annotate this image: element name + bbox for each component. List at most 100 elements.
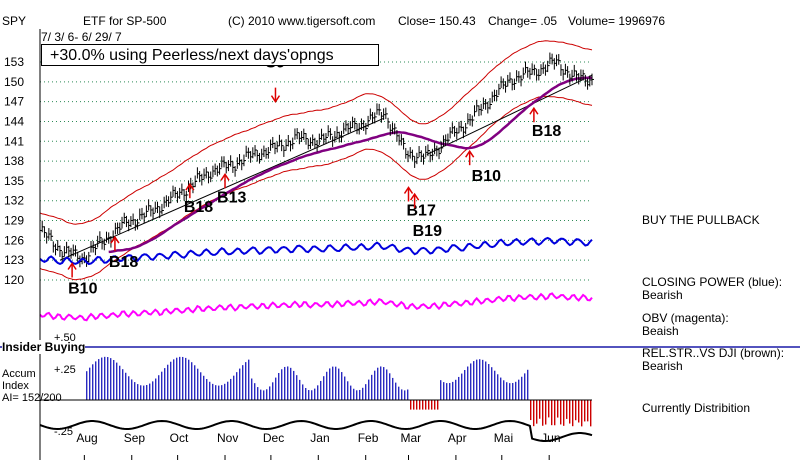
- signal-arrowhead: [185, 182, 195, 191]
- accum-bar: [572, 400, 574, 427]
- signal-arrowhead: [465, 149, 475, 158]
- accum-bar: [341, 372, 343, 400]
- accum-bar: [464, 369, 466, 400]
- accum-bar: [500, 377, 502, 400]
- accum-bar: [323, 376, 325, 400]
- accum-bar: [320, 380, 322, 400]
- accum-bar: [284, 366, 286, 400]
- accum-bar: [155, 378, 157, 400]
- accum-bar: [266, 389, 268, 400]
- accum-bar: [242, 365, 244, 400]
- upper-band-line: [39, 40, 593, 225]
- accum-bar: [131, 379, 133, 400]
- signal-arrowhead: [410, 192, 420, 201]
- accum-bar: [407, 389, 409, 400]
- accum-bar: [569, 400, 571, 424]
- accum-bar: [251, 378, 253, 400]
- accum-bar: [182, 356, 184, 400]
- accum-index-panel: [40, 356, 592, 427]
- accum-bar: [332, 366, 334, 400]
- accum-bar: [188, 359, 190, 400]
- accum-index-label: Accum Index AI= 152/200: [2, 368, 62, 404]
- y-tick-label: 135: [4, 174, 24, 188]
- signal-label: B10: [472, 168, 501, 185]
- accum-bar: [167, 364, 169, 400]
- signal-arrowhead: [403, 186, 414, 194]
- x-tick-label: Mar: [401, 431, 422, 445]
- accum-bar: [461, 373, 463, 400]
- relstr-status: Bearish: [642, 359, 683, 373]
- accum-bar: [458, 376, 460, 400]
- signal-arrowhead: [529, 106, 539, 115]
- accum-bar: [560, 400, 562, 425]
- accum-bar: [230, 378, 232, 400]
- change-value: Change= .05: [488, 14, 558, 28]
- trendline: [426, 74, 593, 155]
- accum-bar: [248, 359, 250, 400]
- accum-bar: [539, 400, 541, 419]
- accum-bar: [566, 400, 568, 419]
- accum-bar: [488, 364, 490, 400]
- accum-bar: [173, 359, 175, 400]
- y-tick-label: 144: [4, 114, 24, 128]
- accum-bar: [221, 385, 223, 400]
- accum-bar: [95, 361, 97, 400]
- accum-bar: [287, 366, 289, 400]
- accum-bar: [389, 373, 391, 400]
- accum-bar: [485, 361, 487, 400]
- y-axis-ticks: 153 150 147 144 141 138 135 132 129 126 123 120: [4, 55, 24, 287]
- accum-bar: [200, 372, 202, 400]
- accum-bar: [191, 362, 193, 400]
- moving-average: [108, 76, 593, 254]
- accum-bar: [530, 400, 532, 421]
- accum-label-line2: Index: [2, 380, 29, 392]
- accum-bar: [512, 382, 514, 400]
- x-tick-label: Jan: [310, 431, 329, 445]
- accum-bar: [194, 365, 196, 400]
- accum-bar: [509, 383, 511, 400]
- x-tick-label: Apr: [448, 431, 467, 445]
- accum-bar: [179, 356, 181, 400]
- accum-bar: [494, 370, 496, 400]
- accum-bar: [326, 371, 328, 400]
- accum-bar: [479, 359, 481, 400]
- accum-bar: [338, 368, 340, 400]
- buy-pullback-label: BUY THE PULLBACK: [642, 213, 760, 227]
- symbol-label: SPY: [2, 14, 27, 28]
- accum-bar: [584, 400, 586, 422]
- accum-bar: [476, 359, 478, 400]
- accum-bar: [308, 390, 310, 400]
- accum-bar: [545, 400, 547, 425]
- accum-bar: [473, 361, 475, 400]
- accum-bar: [404, 390, 406, 400]
- accum-bar: [218, 385, 220, 400]
- price-series: [39, 52, 594, 268]
- accum-bar: [575, 400, 577, 421]
- accum-bar: [428, 400, 430, 410]
- signal-label: B10: [68, 280, 97, 297]
- accum-bar: [311, 390, 313, 400]
- obv-label: OBV (magenta):: [642, 311, 729, 325]
- accum-bar: [86, 371, 88, 400]
- accum-bar: [152, 381, 154, 400]
- accum-bar: [533, 400, 535, 427]
- accum-bar: [557, 400, 559, 418]
- ai-value: AI= 152/200: [2, 392, 62, 404]
- accum-bar: [587, 400, 589, 422]
- relative-strength-series: [39, 419, 593, 442]
- accum-bar: [254, 383, 256, 400]
- closing-power-status: Bearish: [642, 288, 683, 302]
- y-tick-label: 132: [4, 194, 24, 208]
- accum-bar: [128, 376, 130, 400]
- x-tick-label: Mai: [494, 431, 513, 445]
- accum-bar: [353, 388, 355, 400]
- closing-power-label: CLOSING POWER (blue):: [642, 275, 783, 289]
- accum-bar: [548, 400, 550, 418]
- accum-tick-plus25: +.25: [54, 364, 76, 376]
- obv-line: [39, 292, 593, 322]
- accum-bar: [359, 389, 361, 400]
- accum-bar: [398, 386, 400, 400]
- accum-bar: [239, 368, 241, 400]
- accum-bar: [380, 366, 382, 400]
- accum-bar: [350, 385, 352, 400]
